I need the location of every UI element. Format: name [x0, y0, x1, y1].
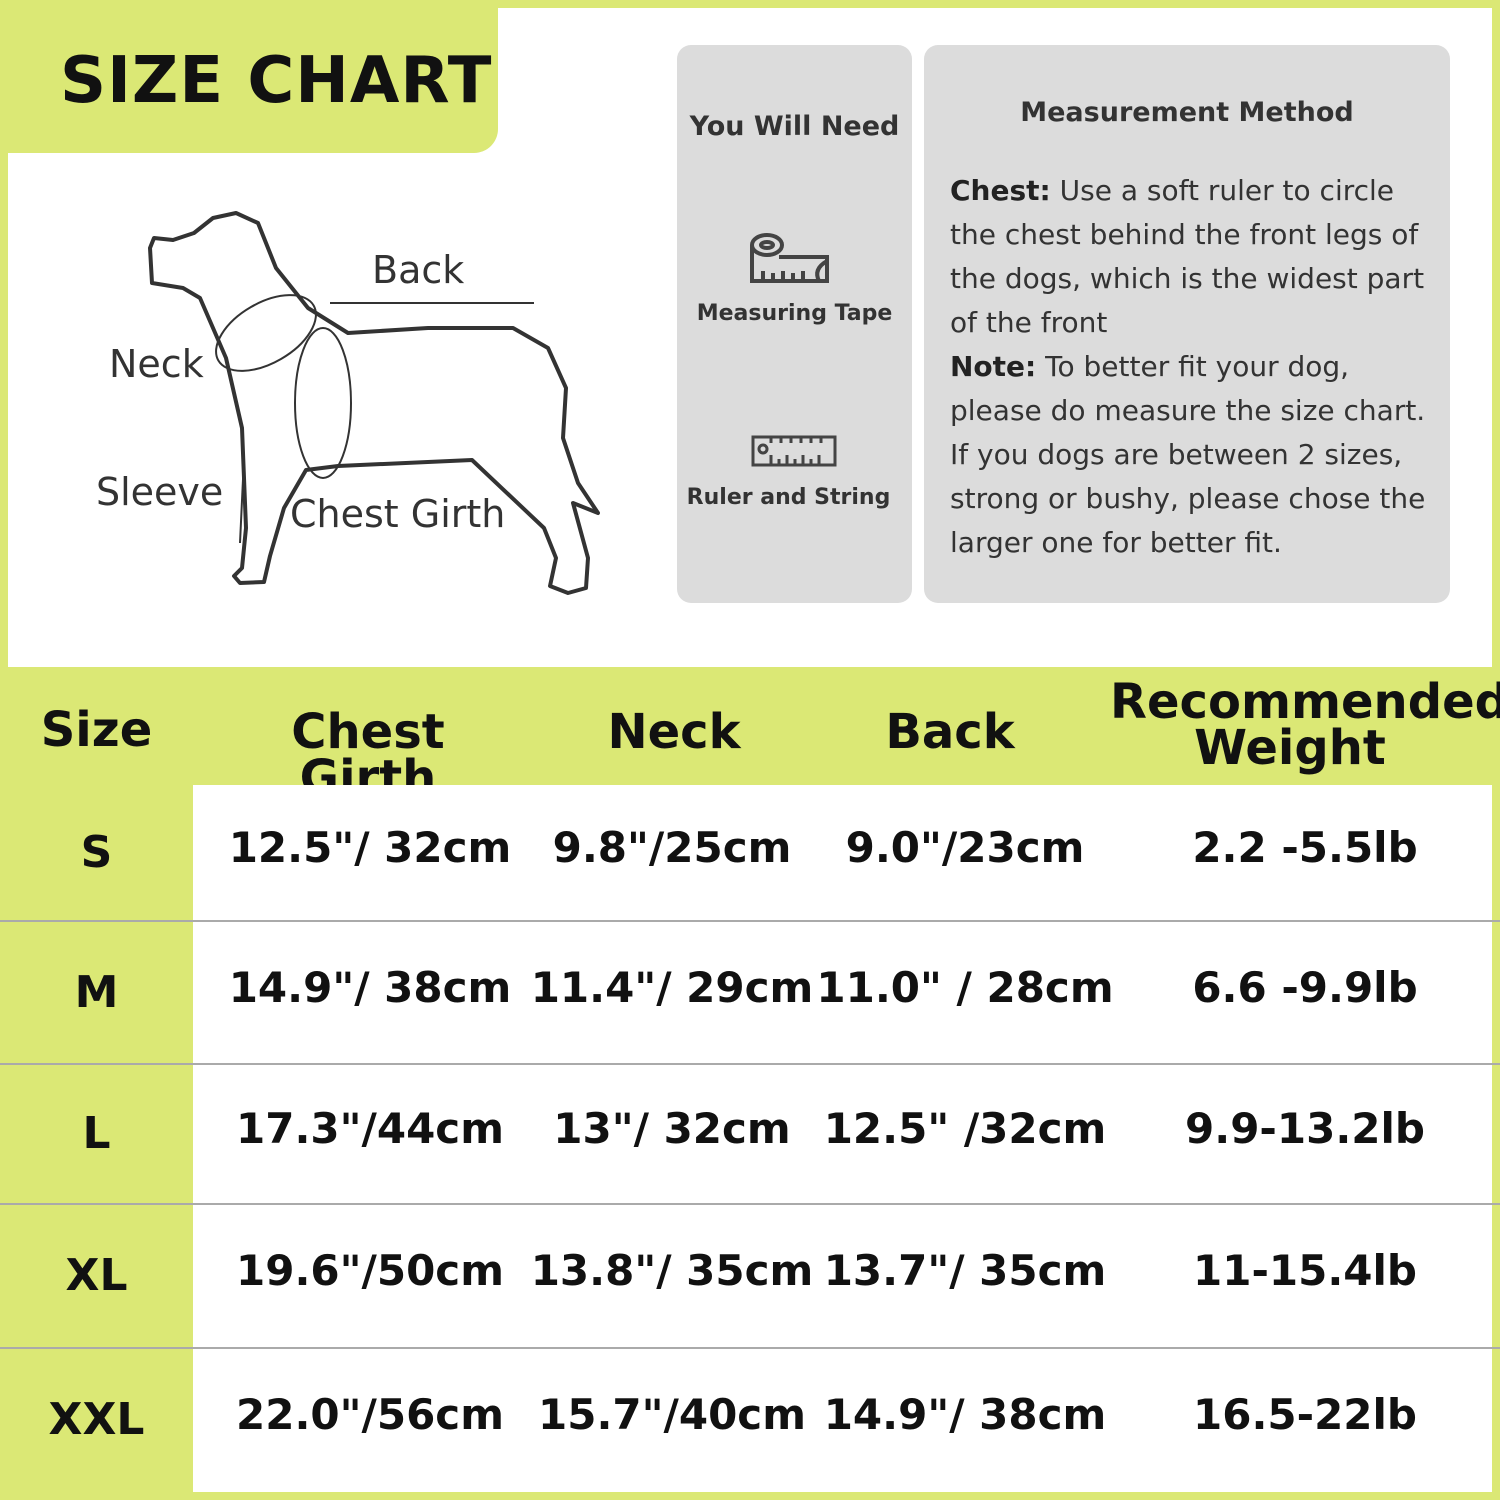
table-row: L 17.3"/44cm 13"/ 32cm 12.5" /32cm 9.9-13.2l… [0, 1064, 1500, 1204]
neck-cell: 13.8"/ 35cm [530, 1246, 814, 1295]
header-recommended-weight: Recommended Weight [1110, 674, 1500, 776]
method-text: Chest: Use a soft ruler to circle the ch… [950, 169, 1440, 565]
label-chest-girth: Chest Girth [290, 492, 506, 536]
you-will-need-title: You Will Need [689, 111, 900, 142]
size-cell: XL [65, 1250, 128, 1301]
label-neck: Neck [109, 342, 204, 386]
back-cell: 14.9"/ 38cm [823, 1390, 1107, 1439]
size-cell: XXL [48, 1394, 145, 1445]
chest-label: Chest: [950, 174, 1051, 207]
measurement-method-card: Measurement Method Chest: Use a soft rul… [924, 45, 1450, 603]
back-cell: 9.0"/23cm [845, 823, 1085, 872]
weight-cell: 9.9-13.2lb [1185, 1104, 1425, 1153]
tool-measuring-tape: Measuring Tape [696, 301, 893, 326]
weight-cell: 16.5-22lb [1193, 1390, 1417, 1439]
row-divider [0, 1063, 1500, 1065]
neck-cell: 11.4"/ 29cm [530, 962, 814, 1012]
ruler-icon [751, 435, 837, 467]
size-cell: M [74, 966, 119, 1018]
title-tab: SIZE CHART [8, 8, 498, 153]
dog-outline [148, 211, 600, 595]
note-text: To better fit your dog, please do measur… [950, 350, 1426, 559]
measuring-tape-icon [750, 233, 829, 283]
label-sleeve: Sleeve [96, 470, 224, 514]
header-size: Size [40, 702, 153, 758]
chest-girth-cell: 17.3"/44cm [236, 1104, 504, 1153]
table-row: XXL 22.0"/56cm 15.7"/40cm 14.9"/ 38cm 16.5-2… [0, 1348, 1500, 1488]
neck-loop [215, 294, 317, 372]
table-row: M 14.9"/ 38cm 11.4"/ 29cm 11.0" / 28cm 6.6 -… [0, 921, 1500, 1061]
label-back: Back [372, 248, 465, 292]
neck-cell: 9.8"/25cm [552, 823, 792, 872]
header-neck: Neck [607, 704, 741, 760]
chest-girth-cell: 14.9"/ 38cm [228, 962, 512, 1012]
measurement-method-title: Measurement Method [1020, 97, 1354, 128]
back-cell: 12.5" /32cm [823, 1104, 1107, 1153]
chest-girth-cell: 19.6"/50cm [236, 1246, 504, 1295]
size-cell: L [82, 1108, 111, 1159]
neck-cell: 15.7"/40cm [538, 1390, 806, 1439]
header-back: Back [885, 704, 1015, 760]
row-divider [0, 1203, 1500, 1205]
row-divider [0, 1347, 1500, 1349]
row-divider [0, 920, 1500, 922]
table-row: S 12.5"/ 32cm 9.8"/25cm 9.0"/23cm 2.2 -5.5lb [0, 785, 1500, 925]
chest-instructions: Use a soft ruler to circle the chest beh… [950, 174, 1425, 339]
back-cell: 13.7"/ 35cm [823, 1246, 1107, 1295]
chest-girth-cell: 22.0"/56cm [236, 1390, 504, 1439]
sleeve-line [239, 457, 245, 544]
tool-ruler-and-string: Ruler and String [686, 485, 891, 510]
size-cell: S [80, 827, 113, 878]
chest-girth-cell: 12.5"/ 32cm [228, 823, 512, 872]
chest-loop [294, 327, 352, 479]
table-body [193, 785, 1492, 1492]
back-cell: 11.0" / 28cm [816, 962, 1114, 1012]
weight-cell: 6.6 -9.9lb [1192, 962, 1418, 1012]
page-title: SIZE CHART [60, 44, 493, 118]
table-header: Size Chest Girth Neck Back Recommended W… [0, 667, 1500, 802]
neck-cell: 13"/ 32cm [553, 1104, 791, 1153]
you-will-need-card: You Will Need Measuring Tape Ruler and S… [677, 45, 912, 603]
table-row: XL 19.6"/50cm 13.8"/ 35cm 13.7"/ 35cm 11-15.… [0, 1204, 1500, 1344]
weight-cell: 11-15.4lb [1193, 1246, 1417, 1295]
weight-cell: 2.2 -5.5lb [1192, 823, 1418, 872]
note-label: Note: [950, 350, 1037, 383]
dog-diagram [148, 211, 600, 595]
